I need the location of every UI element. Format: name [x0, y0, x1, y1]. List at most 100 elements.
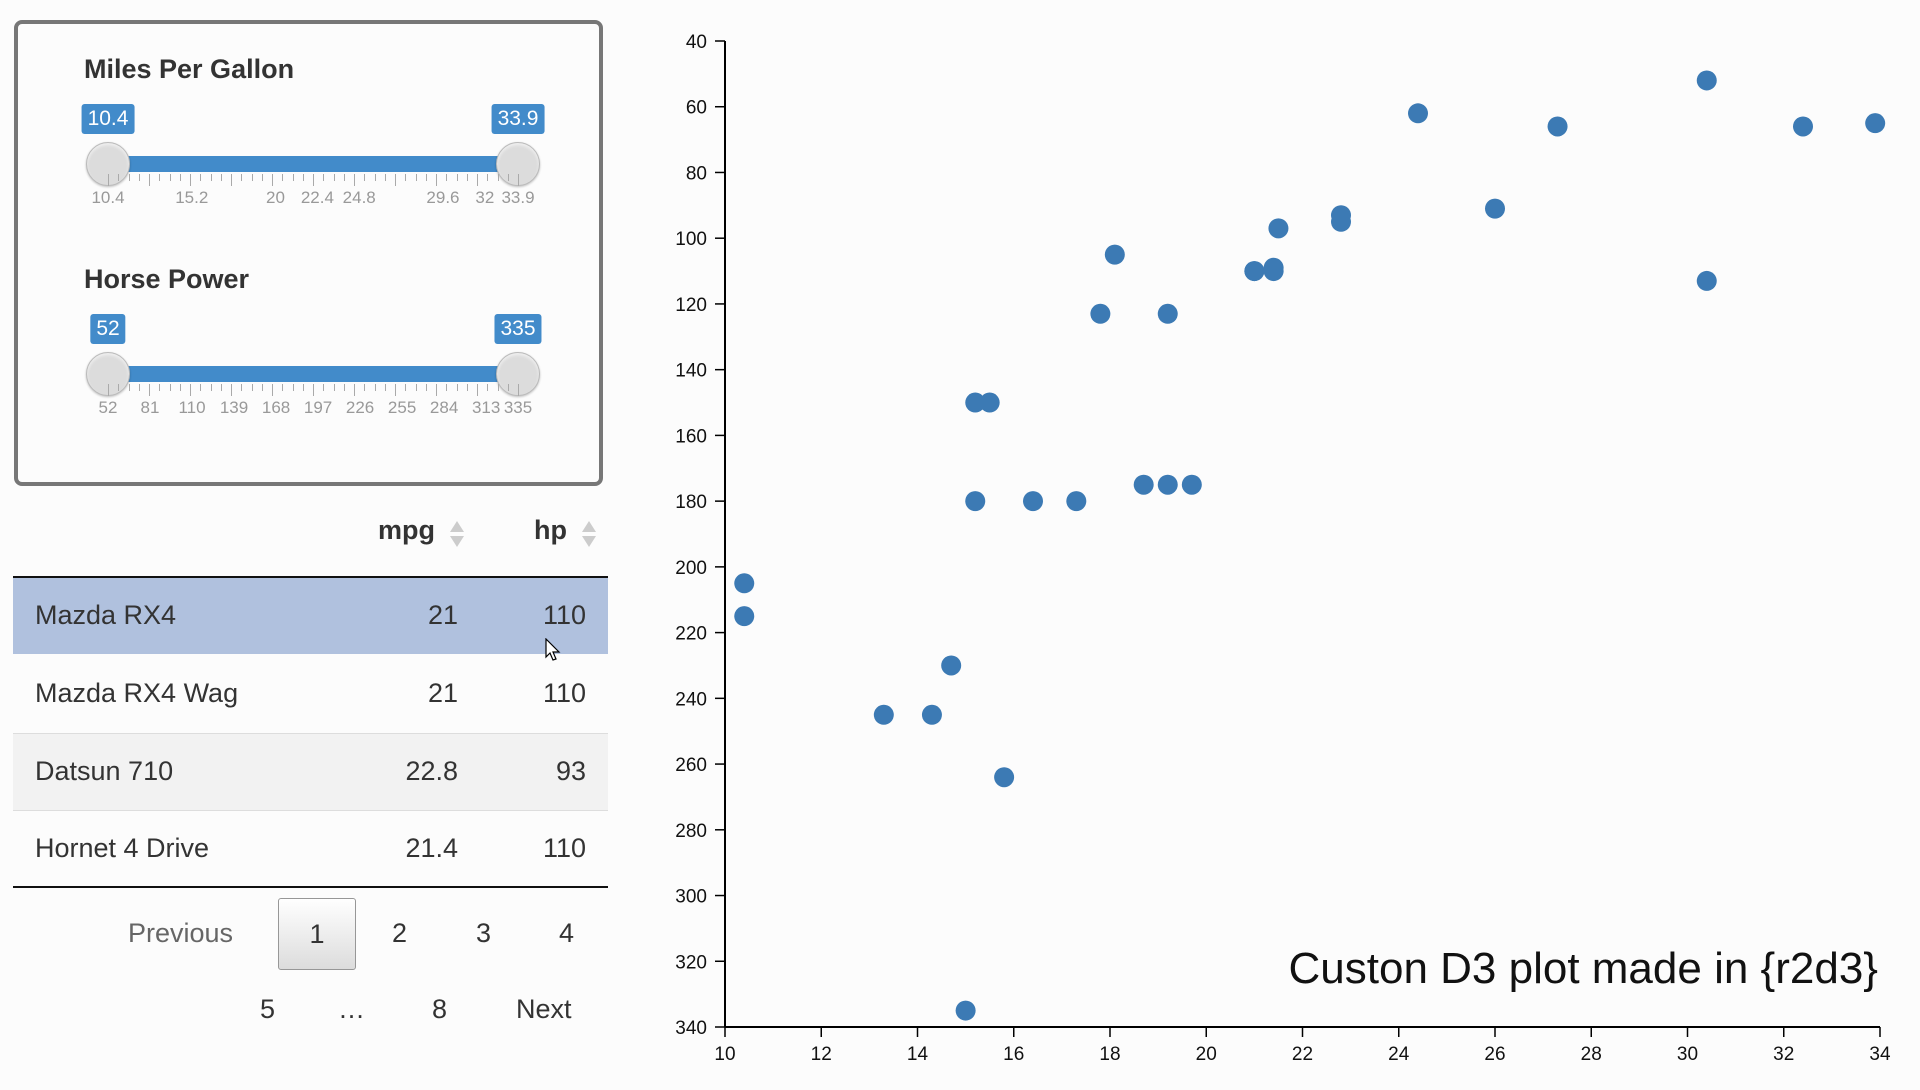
slider-tick: [282, 174, 284, 181]
table-row[interactable]: Mazda RX4 21 110: [13, 578, 608, 654]
x-tick-label: 16: [1003, 1044, 1024, 1065]
hp-slider-title: Horse Power: [84, 264, 250, 294]
slider-tick: [138, 174, 140, 181]
mpg-range-slider[interactable]: 10.4 33.9 10.4 15.2 20 22.4 24.8 29.6 32 33.9: [18, 104, 607, 244]
slider-tick: [128, 174, 130, 181]
slider-tick: [354, 174, 355, 186]
data-point: [1696, 270, 1717, 291]
page-3-button[interactable]: 3: [476, 918, 492, 948]
y-tick-label: 280: [675, 821, 707, 842]
sort-hp-icon[interactable]: [580, 518, 598, 550]
slider-tick: [251, 174, 253, 181]
slider-tick: [251, 384, 253, 391]
mpg-slider-bar[interactable]: [108, 156, 518, 172]
slider-tick: [446, 174, 448, 181]
page-5-button[interactable]: 5: [260, 994, 276, 1024]
filter-panel: Miles Per Gallon 10.4 33.9 10.4 15.2 20 22.…: [14, 20, 603, 486]
x-tick-label: 18: [1099, 1044, 1120, 1065]
slider-tick: [333, 174, 335, 181]
car-name: Mazda RX4 Wag: [35, 678, 239, 708]
x-tick-label: 10: [714, 1044, 735, 1065]
slider-tick: [507, 174, 509, 181]
page-8-button[interactable]: 8: [432, 994, 448, 1024]
slider-tick: [425, 174, 427, 181]
slider-tick-label: 110: [178, 398, 206, 417]
table-row[interactable]: Mazda RX4 Wag 21 110: [13, 656, 608, 732]
y-tick-label: 160: [675, 426, 707, 447]
column-header-mpg[interactable]: mpg: [378, 515, 435, 545]
data-point: [979, 392, 1000, 413]
slider-tick: [108, 174, 109, 186]
data-point: [965, 491, 986, 512]
slider-tick: [128, 384, 130, 391]
slider-tick: [118, 384, 120, 391]
data-point: [873, 704, 894, 725]
car-name: Datsun 710: [35, 756, 174, 786]
next-page-button[interactable]: Next: [516, 994, 572, 1024]
slider-tick: [333, 384, 335, 391]
slider-tick: [497, 384, 499, 391]
table-footer-border: [13, 886, 608, 888]
data-point: [1268, 218, 1289, 239]
table-row[interactable]: Datsun 710 22.8 93: [13, 734, 608, 810]
data-point: [1244, 261, 1265, 282]
slider-tick-label: 197: [303, 398, 333, 417]
data-point: [1157, 474, 1178, 495]
slider-tick-label: 284: [429, 398, 459, 417]
data-point: [1331, 205, 1351, 226]
slider-tick: [190, 384, 191, 396]
slider-tick-label: 22.4: [300, 188, 334, 207]
data-point: [994, 767, 1015, 788]
slider-tick: [497, 174, 499, 181]
slider-tick: [149, 174, 150, 186]
slider-tick-label: 313: [471, 398, 501, 417]
y-tick-label: 180: [675, 492, 707, 513]
slider-tick: [261, 384, 263, 391]
slider-tick: [415, 384, 417, 391]
slider-tick: [231, 384, 232, 396]
slider-tick-label: 33.9: [501, 188, 535, 207]
slider-tick-label: 29.6: [426, 188, 460, 207]
slider-tick-label: 226: [345, 398, 375, 417]
data-point: [734, 606, 755, 627]
slider-tick: [343, 174, 345, 181]
y-tick-label: 40: [686, 32, 707, 53]
data-point: [965, 392, 986, 413]
slider-tick-label: 139: [219, 398, 249, 417]
table-row[interactable]: Hornet 4 Drive 21.4 110: [13, 811, 608, 887]
column-header-hp[interactable]: hp: [534, 515, 567, 545]
slider-tick: [425, 384, 427, 391]
slider-tick: [169, 174, 171, 181]
slider-tick: [518, 174, 519, 186]
page-4-button[interactable]: 4: [559, 918, 575, 948]
y-tick-label: 120: [675, 295, 707, 316]
car-name: Hornet 4 Drive: [35, 833, 210, 863]
page-2-button[interactable]: 2: [392, 918, 408, 948]
previous-page-button[interactable]: Previous: [128, 918, 234, 948]
slider-tick: [477, 174, 478, 186]
slider-tick: [220, 174, 222, 181]
x-tick-label: 24: [1388, 1044, 1410, 1065]
mpg-max-value: 33.9: [491, 104, 545, 134]
sort-mpg-icon[interactable]: [448, 518, 466, 550]
y-tick-label: 220: [675, 624, 707, 645]
data-point: [1181, 474, 1202, 495]
page-1-button[interactable]: 1: [278, 898, 356, 970]
x-tick-label: 34: [1869, 1044, 1891, 1065]
slider-tick: [313, 174, 314, 186]
data-point: [1547, 116, 1568, 137]
mpg-slider-title: Miles Per Gallon: [84, 54, 295, 84]
data-point: [1090, 303, 1111, 324]
slider-tick: [405, 384, 407, 391]
slider-tick: [200, 174, 202, 181]
data-point: [1133, 474, 1154, 495]
slider-tick: [159, 384, 161, 391]
hp-slider-bar[interactable]: [108, 366, 518, 382]
slider-tick: [374, 384, 376, 391]
slider-tick: [436, 384, 437, 396]
x-tick-label: 14: [907, 1044, 929, 1065]
slider-tick: [138, 384, 140, 391]
slider-tick: [466, 174, 468, 181]
slider-tick-label: 255: [387, 398, 417, 417]
hp-range-slider[interactable]: 52 335 52 81 110 139 168 197 226 255 284 313 335: [18, 314, 607, 454]
